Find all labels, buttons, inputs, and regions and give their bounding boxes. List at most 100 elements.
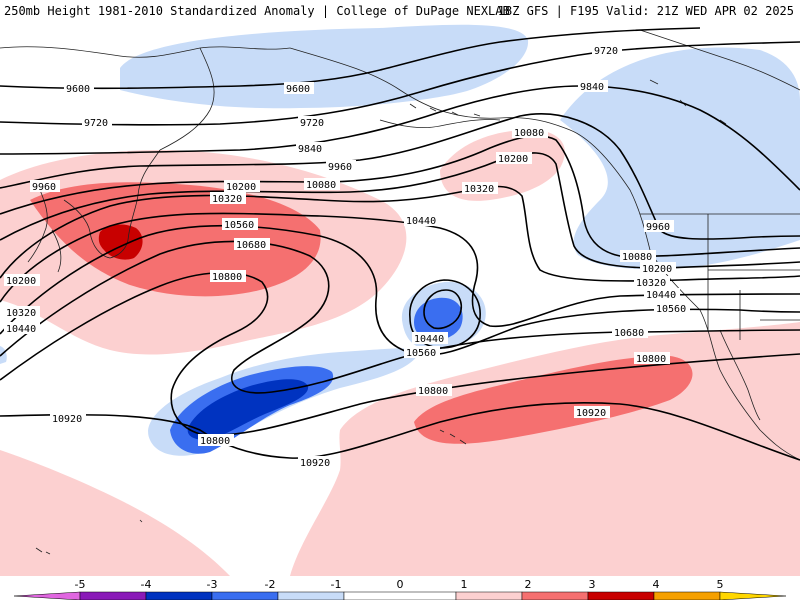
- contour-label: 10200: [496, 152, 532, 165]
- contour-label: 10320: [210, 192, 246, 205]
- coast-alaska: [289, 47, 651, 251]
- contour-label: 10320: [4, 306, 40, 319]
- contour-label: 10320: [462, 182, 498, 195]
- svg-text:10440: 10440: [414, 334, 444, 345]
- svg-text:10680: 10680: [236, 240, 266, 251]
- coast-aleutians: [379, 103, 501, 128]
- anomaly-neg1-alaska: [120, 24, 529, 109]
- contour-label: 10560: [222, 218, 258, 231]
- svg-text:10320: 10320: [464, 184, 494, 195]
- svg-text:10440: 10440: [406, 216, 436, 227]
- svg-text:10320: 10320: [6, 308, 36, 319]
- svg-text:9720: 9720: [300, 118, 324, 129]
- colorbar-seg-pos1: [455, 591, 523, 600]
- colorbar-tick: -1: [331, 578, 342, 591]
- svg-text:9600: 9600: [286, 84, 310, 95]
- contour-label: 10920: [298, 456, 334, 469]
- contour-label: 10080: [620, 250, 656, 263]
- contour-label: 10440: [4, 322, 40, 335]
- contour-label: 10920: [574, 406, 610, 419]
- contour-label: 10080: [512, 126, 548, 139]
- svg-text:9840: 9840: [580, 82, 604, 93]
- contour-label: 9960: [326, 160, 356, 173]
- svg-text:9960: 9960: [328, 162, 352, 173]
- svg-text:10200: 10200: [642, 264, 672, 275]
- colorbar-tick: 4: [653, 578, 660, 591]
- contour-10800: [0, 271, 800, 436]
- svg-text:10560: 10560: [406, 348, 436, 359]
- contour-10440: [0, 212, 800, 328]
- colorbar-seg-neg5: [13, 591, 81, 600]
- anomaly-colorbar: -5 -4 -3 -2 -1 0 1 2 3 4 5: [0, 576, 800, 600]
- svg-text:9600: 9600: [66, 84, 90, 95]
- contour-label: 9840: [578, 80, 608, 93]
- contour-label: 10800: [210, 270, 246, 283]
- colorbar-ticks: -5 -4 -3 -2 -1 0 1 2 3 4 5: [75, 578, 724, 591]
- colorbar-tick: -2: [265, 578, 276, 591]
- colorbar-seg-pos4: [653, 591, 721, 600]
- map-svg: 9720 9600 9720 9840 9600 9720 9840 9960 …: [0, 24, 800, 576]
- contour-label: 10560: [654, 302, 690, 315]
- anomaly-neg2-central: [414, 297, 463, 340]
- colorbar-seg-zero: [343, 591, 457, 600]
- svg-text:10080: 10080: [514, 128, 544, 139]
- coast-hawaii: [439, 429, 467, 445]
- contour-9840: [0, 85, 800, 191]
- contour-label: 9600: [64, 82, 94, 95]
- anomaly-pos2-west: [30, 182, 321, 297]
- svg-text:10560: 10560: [224, 220, 254, 231]
- contour-label: 10200: [224, 180, 260, 193]
- contour-10920: [0, 402, 800, 461]
- colorbar-tick: 2: [525, 578, 532, 591]
- map-header: 250mb Height 1981-2010 Standardized Anom…: [0, 0, 800, 24]
- svg-text:10320: 10320: [636, 278, 666, 289]
- anomaly-neg3-south: [187, 379, 309, 440]
- svg-text:10200: 10200: [498, 154, 528, 165]
- svg-text:10080: 10080: [622, 252, 652, 263]
- anomaly-pos2-southeast: [414, 355, 693, 444]
- colorbar-seg-neg2: [211, 591, 279, 600]
- svg-text:10920: 10920: [52, 414, 82, 425]
- contour-label: 9720: [592, 44, 622, 57]
- contour-9720: [0, 41, 800, 126]
- contour-label: 9720: [82, 116, 112, 129]
- contour-label: 9840: [296, 142, 326, 155]
- model-run-valid-time: 18Z GFS | F195 Valid: 21Z WED APR 02 202…: [497, 4, 794, 18]
- colorbar-seg-neg4: [79, 591, 147, 600]
- contour-label: 10560: [404, 346, 440, 359]
- svg-text:10800: 10800: [636, 354, 666, 365]
- colorbar-seg-pos2: [521, 591, 589, 600]
- contour-label: 9960: [30, 180, 60, 193]
- svg-text:9960: 9960: [32, 182, 56, 193]
- contour-label: 9960: [644, 220, 674, 233]
- svg-text:10080: 10080: [306, 180, 336, 191]
- contour-10560-cutoff: [409, 279, 481, 349]
- contour-label: 9600: [284, 82, 314, 95]
- svg-text:10800: 10800: [200, 436, 230, 447]
- contour-label: 9720: [298, 116, 328, 129]
- contour-label: 10920: [50, 412, 86, 425]
- svg-text:10440: 10440: [646, 290, 676, 301]
- contour-9960: [0, 113, 800, 240]
- svg-text:9720: 9720: [84, 118, 108, 129]
- svg-text:10200: 10200: [6, 276, 36, 287]
- coast-kamchatka: [63, 149, 161, 259]
- svg-text:10320: 10320: [212, 194, 242, 205]
- svg-text:9960: 9960: [646, 222, 670, 233]
- svg-text:10440: 10440: [6, 324, 36, 335]
- contour-label: 10680: [612, 326, 648, 339]
- contour-label: 10200: [4, 274, 40, 287]
- contour-label: 10440: [644, 288, 680, 301]
- colorbar-segments: [13, 591, 787, 600]
- colorbar-tick: 3: [589, 578, 596, 591]
- svg-text:10560: 10560: [656, 304, 686, 315]
- colorbar-seg-pos5: [719, 591, 787, 600]
- contour-10440-cutoff: [423, 289, 462, 330]
- contour-label: 10440: [412, 332, 448, 345]
- colorbar-tick: -5: [75, 578, 86, 591]
- colorbar-tick: -4: [141, 578, 152, 591]
- contour-label: 10560: [654, 302, 690, 315]
- colorbar-tick: 1: [461, 578, 468, 591]
- colorbar-tick: 5: [717, 578, 724, 591]
- svg-text:9840: 9840: [298, 144, 322, 155]
